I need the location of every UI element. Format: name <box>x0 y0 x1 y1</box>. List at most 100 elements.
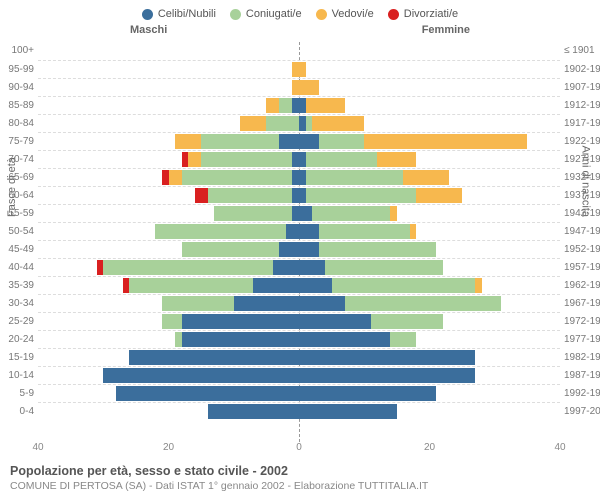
legend: Celibi/NubiliConiugati/eVedovi/eDivorzia… <box>0 0 600 24</box>
bar-male <box>214 206 299 221</box>
age-label: 60-64 <box>0 190 34 201</box>
legend-item: Divorziati/e <box>388 8 458 20</box>
age-label: 95-99 <box>0 64 34 75</box>
segment-vedovi <box>169 170 182 185</box>
segment-celibi <box>299 206 312 221</box>
age-label: 35-39 <box>0 280 34 291</box>
bar-female <box>299 296 501 311</box>
bar-female <box>299 404 397 419</box>
segment-vedovi <box>475 278 482 293</box>
segment-celibi <box>286 224 299 239</box>
bar-male <box>123 278 299 293</box>
pyramid-row: 75-791922-1926 <box>38 132 560 150</box>
legend-item: Coniugati/e <box>230 8 302 20</box>
pyramid-row: 60-641937-1941 <box>38 186 560 204</box>
segment-celibi <box>279 242 299 257</box>
segment-coniugati <box>279 98 292 113</box>
legend-label: Vedovi/e <box>332 8 374 20</box>
pyramid-row: 50-541947-1951 <box>38 222 560 240</box>
bar-male <box>162 314 299 329</box>
segment-coniugati <box>162 314 182 329</box>
segment-celibi <box>103 368 299 383</box>
segment-coniugati <box>182 170 293 185</box>
segment-vedovi <box>175 134 201 149</box>
legend-swatch <box>230 9 241 20</box>
segment-celibi <box>182 314 299 329</box>
pyramid-row: 80-841917-1921 <box>38 114 560 132</box>
birth-year-label: 1927-1931 <box>564 154 600 165</box>
birth-year-label: 1972-1976 <box>564 316 600 327</box>
segment-vedovi <box>410 224 417 239</box>
bar-female <box>299 134 527 149</box>
bar-female <box>299 278 482 293</box>
segment-vedovi <box>188 152 201 167</box>
pyramid-row: 10-141987-1991 <box>38 366 560 384</box>
birth-year-label: 1982-1986 <box>564 352 600 363</box>
segment-vedovi <box>299 80 319 95</box>
x-tick: 40 <box>554 442 565 453</box>
age-label: 70-74 <box>0 154 34 165</box>
segment-vedovi <box>266 98 279 113</box>
birth-year-label: 1947-1951 <box>564 226 600 237</box>
x-tick: 0 <box>296 442 302 453</box>
pyramid-row: 20-241977-1981 <box>38 330 560 348</box>
segment-vedovi <box>364 134 527 149</box>
bar-male <box>175 332 299 347</box>
pyramid-row: 15-191982-1986 <box>38 348 560 366</box>
bar-female <box>299 80 319 95</box>
age-label: 75-79 <box>0 136 34 147</box>
bar-male <box>182 152 299 167</box>
pyramid-row: 40-441957-1961 <box>38 258 560 276</box>
bar-male <box>182 242 299 257</box>
chart-subtitle: COMUNE DI PERTOSA (SA) - Dati ISTAT 1° g… <box>10 480 590 492</box>
birth-year-label: 1912-1916 <box>564 100 600 111</box>
segment-coniugati <box>214 206 292 221</box>
segment-celibi <box>208 404 299 419</box>
bar-male <box>240 116 299 131</box>
age-label: 50-54 <box>0 226 34 237</box>
bar-female <box>299 368 475 383</box>
bar-female <box>299 314 443 329</box>
birth-year-label: 1937-1941 <box>564 190 600 201</box>
birth-year-label: 1992-1996 <box>564 388 600 399</box>
age-label: 90-94 <box>0 82 34 93</box>
segment-coniugati <box>312 206 390 221</box>
birth-year-label: 1967-1971 <box>564 298 600 309</box>
segment-vedovi <box>240 116 266 131</box>
segment-celibi <box>299 314 371 329</box>
segment-coniugati <box>306 188 417 203</box>
bar-female <box>299 350 475 365</box>
legend-swatch <box>388 9 399 20</box>
segment-vedovi <box>299 62 306 77</box>
bar-female <box>299 242 436 257</box>
bar-female <box>299 116 364 131</box>
pyramid-row: 90-941907-1911 <box>38 78 560 96</box>
age-label: 15-19 <box>0 352 34 363</box>
pyramid-row: 0-41997-2001 <box>38 402 560 420</box>
segment-vedovi <box>312 116 364 131</box>
age-label: 30-34 <box>0 298 34 309</box>
age-label: 20-24 <box>0 334 34 345</box>
segment-coniugati <box>306 152 378 167</box>
segment-coniugati <box>319 134 365 149</box>
segment-celibi <box>299 296 345 311</box>
birth-year-label: 1942-1946 <box>564 208 600 219</box>
age-label: 40-44 <box>0 262 34 273</box>
bar-female <box>299 98 345 113</box>
segment-coniugati <box>208 188 293 203</box>
segment-celibi <box>253 278 299 293</box>
segment-coniugati <box>306 170 404 185</box>
bar-female <box>299 386 436 401</box>
segment-coniugati <box>325 260 442 275</box>
bar-male <box>208 404 299 419</box>
x-tick: 20 <box>163 442 174 453</box>
gender-headers: Maschi Femmine <box>0 24 600 40</box>
segment-coniugati <box>319 224 410 239</box>
segment-celibi <box>234 296 299 311</box>
segment-celibi <box>299 332 390 347</box>
segment-celibi <box>273 260 299 275</box>
segment-celibi <box>299 404 397 419</box>
segment-celibi <box>299 260 325 275</box>
age-label: 65-69 <box>0 172 34 183</box>
segment-celibi <box>116 386 299 401</box>
